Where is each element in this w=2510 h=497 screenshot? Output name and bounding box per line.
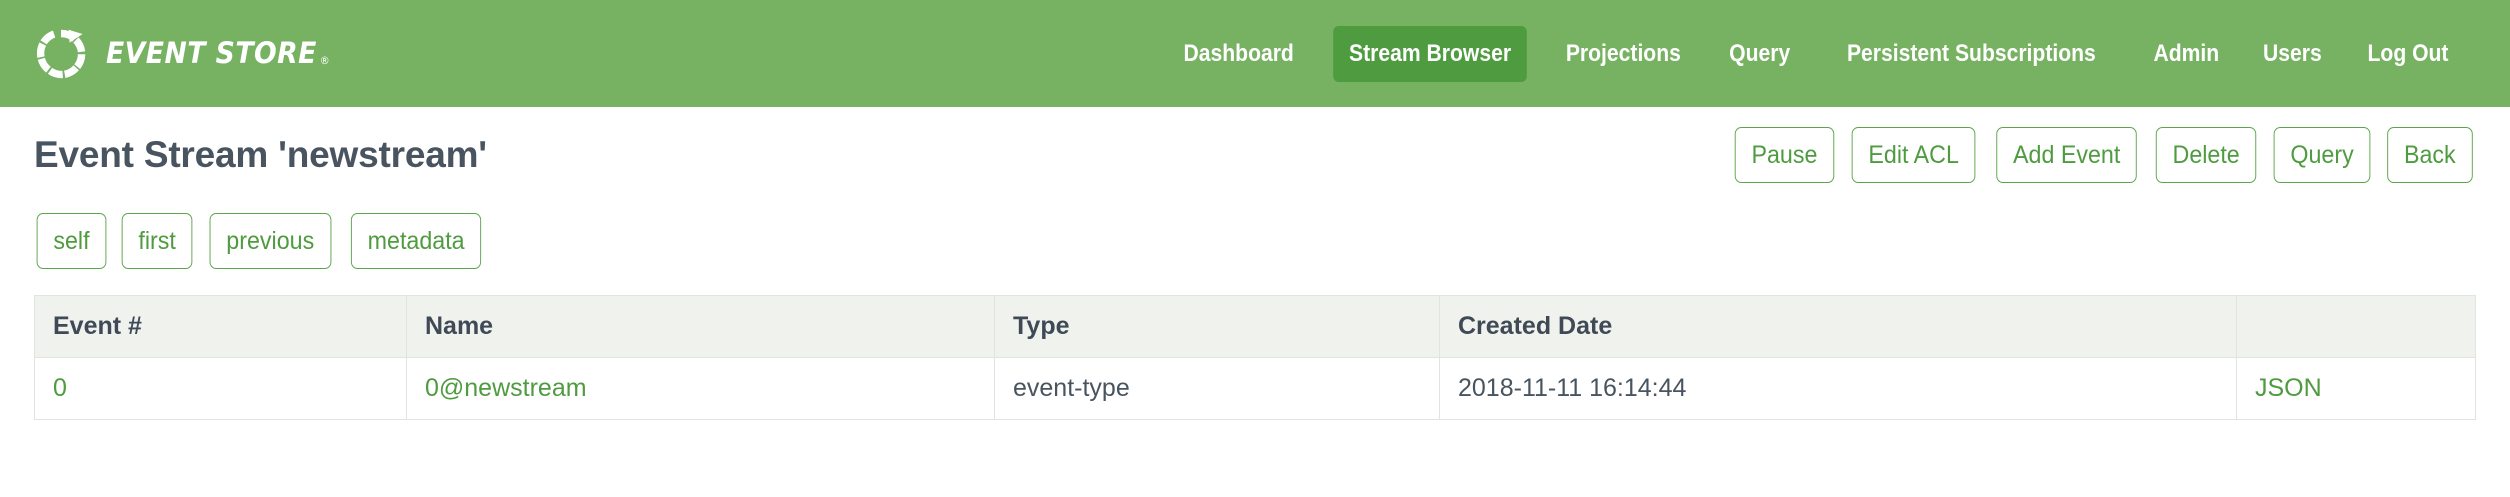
top-navbar: EVENT STORE ® Dashboard Stream Browser Pr… [0,0,2510,107]
stream-pagination-buttons: self first previous metadata [34,203,2476,295]
stream-action-buttons: Pause Edit ACL Add Event Delete Query Ba… [1731,127,2476,183]
pager-self-button[interactable]: self [36,213,107,269]
edit-acl-button[interactable]: Edit ACL [1852,127,1977,183]
brand-trademark-symbol: ® [319,54,331,67]
brand-logo-link[interactable]: EVENT STORE ® [34,0,350,107]
cell-event-type: event-type [994,357,1440,420]
brand-name: EVENT STORE ® [106,36,331,70]
cell-format: JSON [2236,357,2476,420]
events-table-container: Event # Name Type Created Date 0 0@newst… [34,295,2476,420]
cell-event-number: 0 [34,357,407,420]
table-row: 0 0@newstream event-type 2018-11-11 16:1… [34,357,2476,420]
page-title: Event Stream 'newstream' [34,134,487,175]
column-header-name: Name [406,295,995,358]
pager-previous-button[interactable]: previous [209,213,332,269]
column-header-type: Type [994,295,1440,358]
events-table-body: 0 0@newstream event-type 2018-11-11 16:1… [34,357,2476,420]
add-event-button[interactable]: Add Event [1995,127,2137,183]
events-table: Event # Name Type Created Date 0 0@newst… [34,295,2476,420]
nav-item-dashboard[interactable]: Dashboard [1183,39,1295,67]
cell-created-date: 2018-11-11 16:14:44 [1439,357,2237,420]
events-table-head: Event # Name Type Created Date [34,295,2476,358]
cell-event-name: 0@newstream [406,357,995,420]
nav-item-log-out[interactable]: Log Out [2367,39,2449,67]
back-button[interactable]: Back [2387,127,2473,183]
main-navigation: Dashboard Stream Browser Projections Que… [1158,0,2472,107]
query-button[interactable]: Query [2273,127,2371,183]
delete-button[interactable]: Delete [2155,127,2257,183]
pause-button[interactable]: Pause [1734,127,1834,183]
json-link[interactable]: JSON [2255,374,2322,402]
table-header-row: Event # Name Type Created Date [34,295,2476,358]
pager-metadata-button[interactable]: metadata [350,213,482,269]
pager-first-button[interactable]: first [121,213,193,269]
event-store-ring-logo-icon [34,27,88,81]
nav-item-admin[interactable]: Admin [2153,39,2219,67]
page-header-row: Event Stream 'newstream' Pause Edit ACL … [34,107,2476,203]
nav-item-users[interactable]: Users [2263,39,2323,67]
nav-item-query[interactable]: Query [1728,39,1790,67]
event-name-link[interactable]: 0@newstream [425,374,587,402]
column-header-format [2236,295,2476,358]
nav-item-projections[interactable]: Projections [1565,39,1681,67]
page-content: Event Stream 'newstream' Pause Edit ACL … [0,107,2510,420]
column-header-event-number: Event # [34,295,407,358]
nav-item-stream-browser[interactable]: Stream Browser [1332,25,1527,82]
column-header-created-date: Created Date [1439,295,2237,358]
event-number-link[interactable]: 0 [53,374,67,402]
nav-item-persistent-subscriptions[interactable]: Persistent Subscriptions [1846,39,2096,67]
